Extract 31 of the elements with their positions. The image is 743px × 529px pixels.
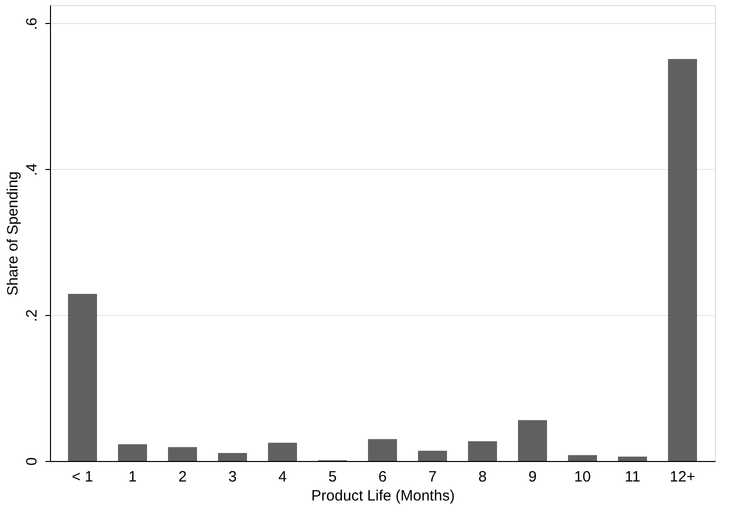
x-tick-label: 5 — [328, 468, 337, 486]
y-tick-label: .2 — [24, 309, 40, 322]
bar — [518, 420, 547, 461]
bar — [168, 447, 197, 461]
bar — [68, 294, 97, 461]
bar — [618, 456, 647, 461]
bar — [268, 442, 297, 461]
x-tick-label: 11 — [624, 468, 640, 486]
bar — [468, 441, 497, 461]
x-tick-label: 9 — [528, 468, 537, 486]
x-tick-label: 7 — [428, 468, 437, 486]
bar — [668, 58, 697, 461]
x-tick-label: < 1 — [72, 468, 94, 486]
x-tick-label: 6 — [378, 468, 387, 486]
y-tick-label: 0 — [24, 457, 40, 466]
x-tick-label: 4 — [278, 468, 287, 486]
x-axis-title: Product Life (Months) — [311, 488, 455, 504]
bar — [368, 439, 397, 461]
x-tick-label: 3 — [228, 468, 237, 486]
x-tick-label: 12+ — [670, 468, 696, 486]
bar — [218, 452, 247, 461]
x-tick-label: 2 — [178, 468, 187, 486]
x-tick-label: 10 — [574, 468, 591, 486]
x-tick-label: 8 — [478, 468, 487, 486]
y-axis-title: Share of Spending — [4, 171, 22, 296]
bar — [568, 455, 597, 461]
bar — [418, 450, 447, 461]
x-tick-label: 1 — [128, 468, 137, 486]
bar — [118, 444, 147, 461]
y-tick-label: .4 — [24, 163, 40, 176]
y-tick-label: .6 — [24, 17, 40, 30]
